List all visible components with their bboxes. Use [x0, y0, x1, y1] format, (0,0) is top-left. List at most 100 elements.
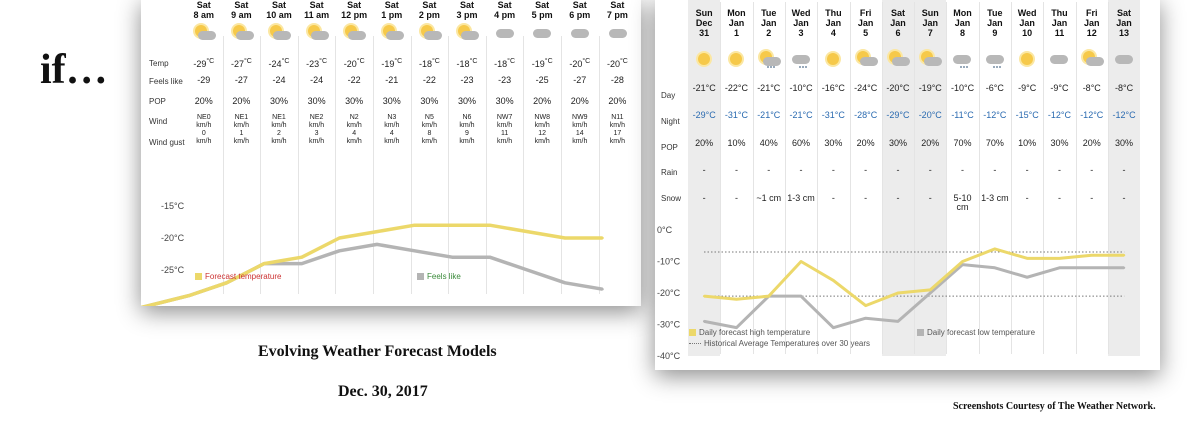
column-time: 5 pm — [531, 10, 553, 20]
daily-low-point — [1058, 266, 1061, 269]
feels-like-point — [526, 268, 529, 272]
night-temp-value: -12°C — [983, 110, 1007, 120]
feels-like-value: -21 — [385, 75, 399, 85]
temp-unit: °C — [356, 58, 365, 65]
y-tick-label: -20°C — [161, 233, 185, 243]
rain-value: - — [767, 165, 771, 175]
column-weekday: Thu — [825, 8, 842, 18]
column-time: 2 pm — [418, 10, 440, 20]
temp-value: -23°C — [298, 58, 336, 69]
daily-low-point — [929, 291, 932, 295]
pop-value: 20% — [608, 96, 627, 106]
daily-low-point — [1122, 266, 1126, 269]
wind-unit: km/h — [346, 122, 362, 129]
pop-value: 20% — [232, 96, 251, 106]
daily-column: Mon Jan 8 — [946, 8, 978, 38]
wind-unit: km/h — [459, 122, 475, 129]
wind-unit: km/h — [271, 122, 287, 129]
rain-value: - — [993, 165, 997, 175]
column-month: Jan — [1051, 18, 1068, 28]
y-tick-label: -40°C — [657, 351, 681, 361]
rain-value: - — [961, 165, 965, 175]
temp-number: -19 — [381, 59, 395, 69]
day-temp-value: -24°C — [854, 83, 878, 93]
row-label: Night — [661, 117, 680, 126]
sun-cloud-icon — [192, 24, 216, 42]
night-temp-value: -12°C — [1080, 110, 1104, 120]
day-temp-value: -22°C — [724, 83, 748, 93]
wind-unit: km/h — [421, 122, 437, 129]
column-time: 8 am — [193, 10, 215, 20]
forecast-point — [451, 224, 454, 227]
night-temp-value: -15°C — [1015, 110, 1039, 120]
intro-text: if… — [40, 47, 108, 93]
daily-high-point — [832, 279, 835, 282]
daily-high-point — [929, 288, 932, 292]
column-day: Sat — [234, 0, 249, 10]
sun-icon — [724, 50, 748, 68]
wind-direction: NE0 — [196, 114, 211, 121]
pop-value: 30% — [382, 96, 401, 106]
column-month: Jan — [922, 18, 938, 28]
forecast-point — [187, 294, 191, 297]
pop-value: 60% — [792, 138, 811, 148]
column-weekday: Mon — [953, 8, 972, 18]
sun-cloud-icon — [418, 24, 442, 42]
temp-number: -20 — [606, 59, 620, 69]
night-temp-value: -31°C — [724, 110, 748, 120]
wind-gust-value: 0 — [201, 130, 206, 137]
pop-value: 20% — [695, 138, 714, 148]
y-tick-label: -15°C — [161, 201, 185, 211]
wind-direction: N6 — [462, 114, 472, 121]
pop-value: 10% — [1018, 138, 1037, 148]
snow-value: - — [702, 193, 706, 203]
daily-low-point — [702, 320, 706, 323]
column-month: Jan — [987, 18, 1003, 28]
forecast-point — [300, 256, 303, 259]
column-date: 6 — [895, 28, 901, 38]
day-temp-value: -10°C — [950, 83, 975, 93]
pop-value: 30% — [345, 96, 364, 106]
daily-low-point — [832, 326, 835, 329]
legend-historical-average: Historical Average Temperatures over 30 … — [689, 339, 870, 348]
sun-cloud-icon — [1080, 50, 1104, 68]
column-month: Jan — [728, 18, 745, 28]
daily-high-point — [864, 304, 867, 307]
wind-gust-unit: km/h — [421, 138, 437, 145]
legend-daily-low: Daily forecast low temperature — [917, 328, 1035, 337]
column-weekday: Tue — [987, 8, 1003, 18]
wind-direction: N5 — [424, 114, 434, 121]
night-temp-value: -29°C — [886, 110, 910, 120]
forecast-point — [413, 224, 416, 227]
feels-like-value: -22 — [422, 75, 436, 85]
wind-direction: NW8 — [534, 114, 550, 121]
column-day: Sat — [610, 0, 625, 10]
daily-low-point — [864, 317, 867, 320]
wind-unit: km/h — [196, 122, 212, 129]
wind-direction: N11 — [611, 114, 624, 121]
daily-forecast-panel: Day Night POP Rain Snow Sun Dec 31 -21°C -29°C 20… — [655, 0, 1160, 370]
legend-label: Feels like — [427, 272, 461, 281]
pop-value: 20% — [1082, 138, 1101, 148]
column-month: Dec — [695, 18, 713, 28]
night-temp-value: -21°C — [757, 110, 781, 120]
wind-unit: km/h — [309, 122, 325, 129]
cloud-icon — [1112, 50, 1136, 68]
forecast-point — [225, 281, 228, 284]
column-day: Sat — [459, 0, 474, 10]
daily-column: Sun Dec 31 — [688, 8, 720, 38]
feels-like-value: -22 — [347, 75, 361, 85]
daily-high-point — [1025, 257, 1029, 260]
sun-icon — [821, 50, 845, 68]
legend-swatch — [689, 343, 701, 345]
daily-column: Sat Jan 13 — [1108, 8, 1140, 38]
sun-cloud-snow-icon — [757, 50, 781, 68]
wind-gust-value: 4 — [352, 130, 357, 137]
wind-gust-unit: km/h — [309, 138, 325, 145]
daily-low-point — [1090, 266, 1093, 269]
wind-gust-unit: km/h — [384, 138, 400, 145]
column-weekday: Fri — [859, 8, 872, 18]
snow-value: 5-10 cm — [953, 193, 972, 212]
temp-unit: °C — [319, 58, 328, 65]
snow-value: - — [896, 193, 900, 203]
